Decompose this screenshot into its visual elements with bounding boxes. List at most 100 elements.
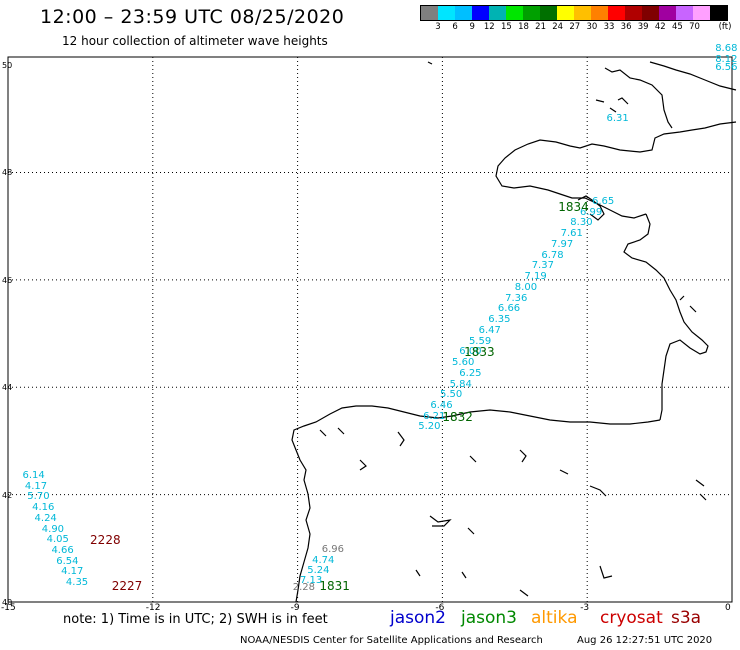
legend-value: 70 [689,22,700,32]
pass-time-label: 2227 [111,578,143,593]
legend-swatch [659,6,676,20]
legend-value: 33 [603,22,615,32]
legend-value: 27 [569,22,581,32]
swh-value-label: 6.35 [488,314,511,326]
legend-value: 3 [435,22,441,32]
lon-tick-label: -3 [580,603,590,613]
swh-value-label: 4.35 [65,577,89,589]
legend-swatch [472,6,489,20]
legend-value: 12 [483,22,495,32]
swh-value-label: 6.96 [321,543,344,555]
lat-tick-label: 40 [2,598,13,607]
satellite-name: jason3 [461,608,517,628]
swh-value-label: 7.13 [300,574,323,586]
swh-value-label: 6.00 [459,346,482,358]
swh-value-label: 4.90 [41,523,65,535]
swh-value-label: 7.19 [524,271,547,283]
legend-swatch [676,6,693,20]
swh-value-label: 6.78 [541,249,564,261]
swh-value-label: 6.31 [606,112,629,124]
footer-note: note: 1) Time is in UTC; 2) SWH is in fe… [63,612,328,627]
swh-value-label: 8.12 [715,53,738,65]
legend-unit: (ft) [718,22,732,32]
map-frame [7,56,733,603]
swh-value-label: 5.70 [27,491,50,503]
legend-value: 36 [620,22,632,32]
pass-time-label: 1833 [464,345,495,360]
swh-value-label: 6.65 [592,195,615,207]
swh-value-label: 5.50 [439,389,463,401]
swh-value-label: 5.60 [452,357,475,369]
legend-swatch [438,6,455,20]
swh-value-label: 6.21 [423,410,446,422]
swh-value-label: 8.30 [570,217,593,229]
swh-value-label: 6.25 [459,367,482,379]
lon-tick-label: -6 [435,603,445,613]
lat-lon-grid [8,57,732,602]
legend-swatch [506,6,523,20]
swh-value-label: 6.56 [715,61,738,73]
swh-value-label: 4.17 [61,566,84,578]
legend-swatch [540,6,557,20]
swh-value-label: 4.16 [32,502,55,514]
legend-swatch [523,6,540,20]
lon-tick-label: -9 [290,603,300,613]
swh-value-label: 4.74 [312,554,335,566]
swh-value-label: 6.46 [430,400,453,411]
legend-value: 9 [469,22,475,32]
swh-value-label: 5.59 [468,335,492,347]
legend-swatch [574,6,591,20]
pass-time-label: 2228 [90,533,121,548]
lat-tick-label: 50 [2,61,13,71]
swh-value-label: 8.00 [514,281,538,293]
legend-swatch [642,6,659,20]
legend-swatch [693,6,710,20]
swh-value-label: 2.28 [292,582,316,594]
legend-swatch [421,6,438,20]
swh-value-label: 6.66 [497,303,521,315]
satellite-name: s3a [671,608,702,628]
swh-value-label: 7.37 [531,260,554,272]
legend-value: 6 [452,22,458,32]
legend-swatch [489,6,506,20]
legend-value: 30 [586,22,598,32]
lon-tick-label: -15 [1,603,16,613]
legend-swatch [557,6,574,20]
satellite-name: cryosat [600,608,663,628]
legend-value: 15 [500,22,512,32]
swh-value-label: 7.97 [551,238,574,250]
satellite-name: altika [531,608,578,628]
swh-value-label: 5.24 [307,565,330,577]
lat-tick-label: 46 [2,275,13,285]
legend-swatch [608,6,625,20]
lat-tick-label: 48 [2,168,13,178]
swh-value-label: 4.05 [46,534,69,546]
swh-value-label: 5.20 [418,421,441,433]
legend-swatch [455,6,472,20]
swh-value-label: 4.66 [51,544,74,556]
swh-value-label: 8.68 [715,42,738,54]
swh-value-label: 5.84 [449,378,472,390]
pass-time-label: 1831 [319,578,350,593]
legend-swatch [625,6,642,20]
credit-line: NOAA/NESDIS Center for Satellite Applica… [240,635,543,646]
pass-time-label: 1834 [558,200,589,215]
legend-value: 45 [671,22,683,32]
lon-tick-label: 0 [725,603,731,613]
swh-value-label: 6.14 [22,469,45,481]
legend-value: 39 [637,22,649,32]
legend-value: 24 [552,22,564,32]
map-subtitle: 12 hour collection of altimeter wave hei… [62,34,328,48]
generation-timestamp: Aug 26 12:27:51 UTC 2020 [577,635,713,646]
swh-value-label: 6.47 [478,324,501,336]
pass-time-label: 1832 [442,409,473,424]
swh-value-label: 7.36 [505,292,528,304]
satellite-name: jason2 [390,608,446,628]
legend-value: 18 [518,22,529,32]
legend-swatch [591,6,608,20]
color-scale-labels: 3 6 9 12 15 18 21 24 27 30 33 36 39 42 45 70 (ft) [420,22,740,34]
legend-swatch [710,6,727,20]
legend-value: 21 [535,22,546,32]
